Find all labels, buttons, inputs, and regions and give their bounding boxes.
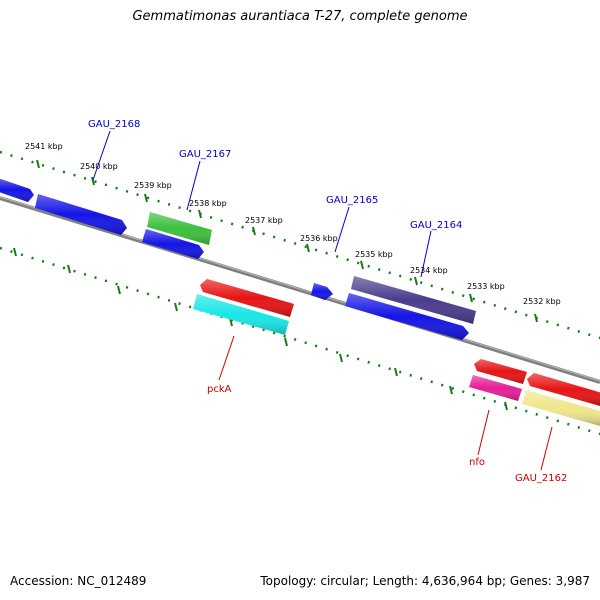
outer-ruler-ticks bbox=[36, 159, 538, 323]
genome-backbone bbox=[0, 196, 600, 384]
tick-label: 2532 kbp bbox=[523, 297, 561, 306]
feature-arrow[interactable] bbox=[527, 373, 600, 406]
gene-label-reverse[interactable]: nfo bbox=[469, 457, 485, 468]
tick-label: 2541 kbp bbox=[25, 142, 63, 151]
tick-label: 2534 kbp bbox=[410, 266, 448, 275]
gene-label-forward[interactable]: GAU_2167 bbox=[179, 149, 231, 160]
tick-label: 2538 kbp bbox=[189, 199, 227, 208]
feature-arrow[interactable] bbox=[193, 294, 289, 335]
inner-ruler-ticks bbox=[13, 247, 508, 411]
tick-label: 2537 kbp bbox=[245, 216, 283, 225]
gene-label-reverse[interactable]: pckA bbox=[207, 384, 232, 395]
feature-arrow[interactable] bbox=[35, 194, 127, 235]
tick-label: 2533 kbp bbox=[467, 282, 505, 291]
feature-arrow[interactable] bbox=[345, 293, 469, 340]
label-leaders bbox=[92, 130, 553, 471]
gene-label-forward[interactable]: GAU_2168 bbox=[88, 119, 140, 130]
inner-ruler bbox=[0, 246, 600, 436]
feature-arrow[interactable] bbox=[351, 276, 476, 324]
tick-label: 2540 kbp bbox=[80, 162, 118, 171]
gene-label-reverse[interactable]: GAU_2162 bbox=[515, 473, 567, 484]
tick-label: 2535 kbp bbox=[355, 250, 393, 259]
tick-label: 2536 kbp bbox=[300, 234, 338, 243]
gene-label-forward[interactable]: GAU_2165 bbox=[326, 195, 378, 206]
accession-text: Accession: NC_012489 bbox=[10, 574, 147, 588]
map-title: Gemmatimonas aurantiaca T-27, complete g… bbox=[132, 9, 468, 24]
gene-labels: GAU_2168 GAU_2167 GAU_2165 GAU_2164 pckA… bbox=[88, 119, 567, 484]
gene-label-forward[interactable]: GAU_2164 bbox=[410, 220, 462, 231]
feature-arrow[interactable] bbox=[522, 390, 600, 426]
tick-labels: 2541 kbp 2540 kbp 2539 kbp 2538 kbp 2537… bbox=[25, 142, 561, 306]
feature-arrow[interactable] bbox=[474, 359, 527, 384]
outer-ruler bbox=[0, 150, 600, 340]
feature-arrow[interactable] bbox=[0, 178, 34, 202]
features bbox=[0, 178, 600, 426]
feature-arrow[interactable] bbox=[142, 229, 204, 259]
feature-arrow[interactable] bbox=[147, 212, 212, 245]
feature-arrow[interactable] bbox=[469, 375, 522, 401]
feature-arrow[interactable] bbox=[311, 283, 333, 300]
feature-arrow[interactable] bbox=[200, 279, 294, 317]
tick-label: 2539 kbp bbox=[134, 181, 172, 190]
genome-summary-text: Topology: circular; Length: 4,636,964 bp… bbox=[260, 574, 590, 588]
